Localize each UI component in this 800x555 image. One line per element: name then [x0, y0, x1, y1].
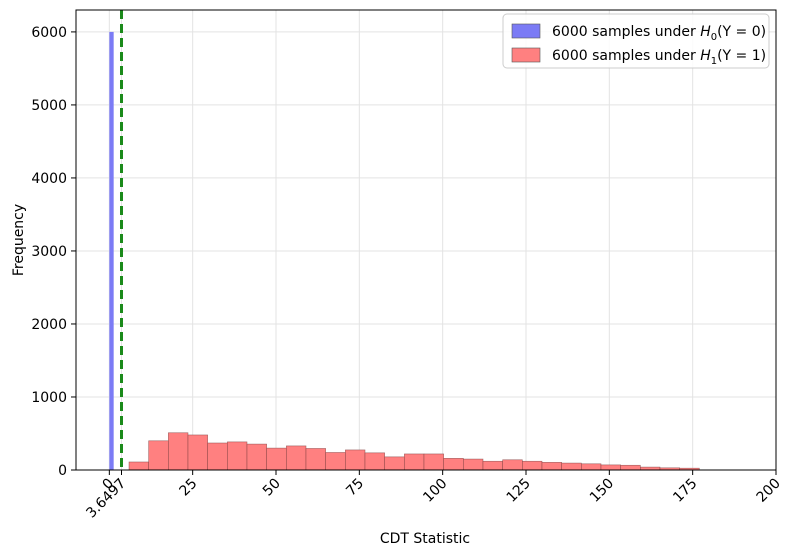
histogram-bar: [345, 449, 366, 471]
histogram-bar: [305, 448, 326, 471]
histogram-bar: [168, 432, 189, 471]
histogram-bar: [227, 441, 248, 471]
histogram-bar: [109, 31, 114, 471]
histogram-bar: [187, 434, 208, 471]
histogram-bar: [502, 459, 523, 471]
y-tick-label: 3000: [31, 244, 67, 260]
legend-label: 6000 samples under H1(Y = 1): [552, 48, 766, 67]
histogram-bar: [463, 458, 484, 471]
y-axis-label: Frequency: [11, 204, 27, 276]
legend: 6000 samples under H0(Y = 0) 6000 samples…: [502, 13, 770, 69]
histogram-bar: [266, 447, 287, 471]
legend-label: 6000 samples under H0(Y = 0): [552, 24, 766, 43]
histogram-bar: [148, 440, 169, 471]
histogram-bar: [620, 464, 641, 471]
histogram-bar: [581, 463, 602, 471]
x-axis-label: CDT Statistic: [380, 531, 470, 547]
y-tick-label: 5000: [31, 98, 67, 114]
y-tick-label: 1000: [31, 390, 67, 406]
axes: [75, 9, 777, 471]
histogram-bar: [325, 452, 346, 471]
histogram-bar: [384, 456, 405, 471]
histogram-bar: [128, 461, 149, 471]
plot-frame: [75, 9, 777, 471]
histogram-bar: [600, 464, 621, 471]
histogram-bar: [423, 453, 444, 471]
histogram-bars: [109, 31, 700, 471]
histogram-bar: [522, 460, 543, 471]
y-tick-label: 0: [58, 463, 67, 479]
histogram-bar: [443, 458, 464, 471]
y-tick-label: 4000: [31, 171, 67, 187]
histogram-bar: [246, 443, 267, 471]
histogram-bar: [561, 462, 582, 471]
histogram-bar: [364, 452, 385, 471]
legend-swatch: [511, 47, 541, 63]
histogram-bar: [541, 462, 562, 471]
y-tick-label: 6000: [31, 25, 67, 41]
legend-swatch: [511, 23, 541, 39]
histogram-bar: [286, 445, 307, 471]
histogram-bar: [482, 460, 503, 471]
histogram-bar: [404, 453, 425, 471]
legend-box: [502, 13, 770, 69]
y-tick-label: 2000: [31, 317, 67, 333]
histogram-bar: [207, 442, 228, 471]
